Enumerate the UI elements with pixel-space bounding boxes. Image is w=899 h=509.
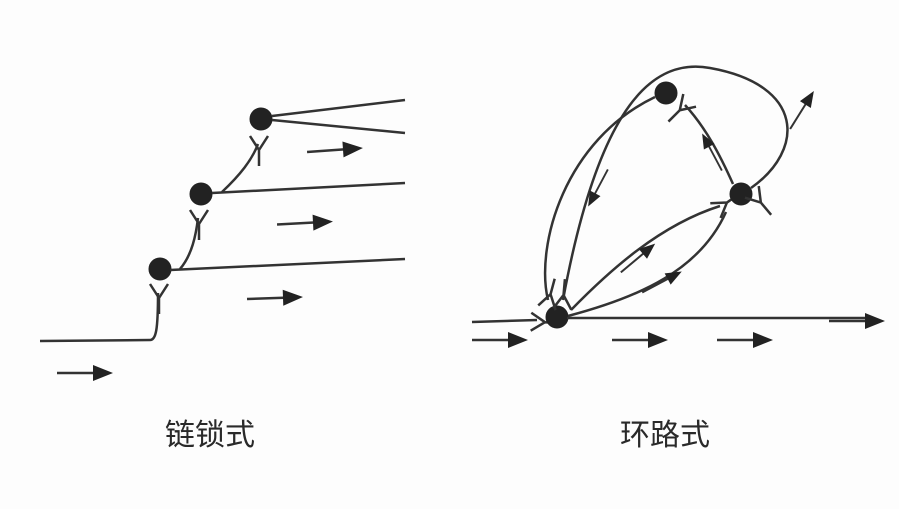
- neuron-m3: [655, 82, 677, 104]
- figure-svg: [0, 0, 899, 509]
- label-chain: 链锁式: [165, 410, 255, 454]
- neuron-m2: [730, 183, 752, 205]
- label-loop: 环路式: [620, 410, 710, 454]
- neuron-m1: [546, 306, 568, 328]
- neuron-n1: [149, 258, 171, 280]
- diagram-chain: [40, 100, 405, 381]
- diagram-canvas: 链锁式 环路式: [0, 0, 899, 509]
- neuron-n2: [190, 183, 212, 205]
- neuron-n3: [250, 108, 272, 130]
- diagram-loop: [472, 67, 885, 348]
